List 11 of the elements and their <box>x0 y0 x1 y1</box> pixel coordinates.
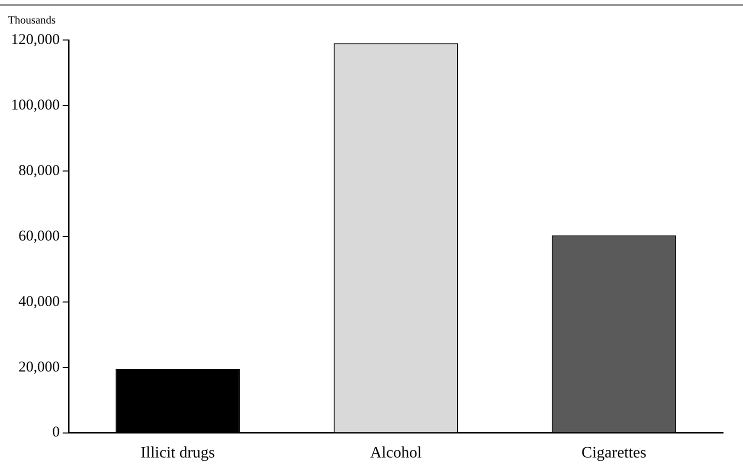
y-tick-label: 60,000 <box>18 228 60 244</box>
y-tick-label: 20,000 <box>18 359 60 376</box>
y-tick-label: 100,000 <box>11 97 60 114</box>
y-axis-title: Thousands <box>8 14 56 26</box>
x-tick-label: Alcohol <box>370 444 422 462</box>
y-tick-label: 40,000 <box>18 294 60 310</box>
x-tick-label: Illicit drugs <box>140 444 215 462</box>
x-tick-label: Cigarettes <box>582 444 646 462</box>
y-tick-label: 80,000 <box>18 162 60 179</box>
y-tick-label: 120,000 <box>11 32 60 48</box>
y-tick-label: 0 <box>52 424 60 441</box>
